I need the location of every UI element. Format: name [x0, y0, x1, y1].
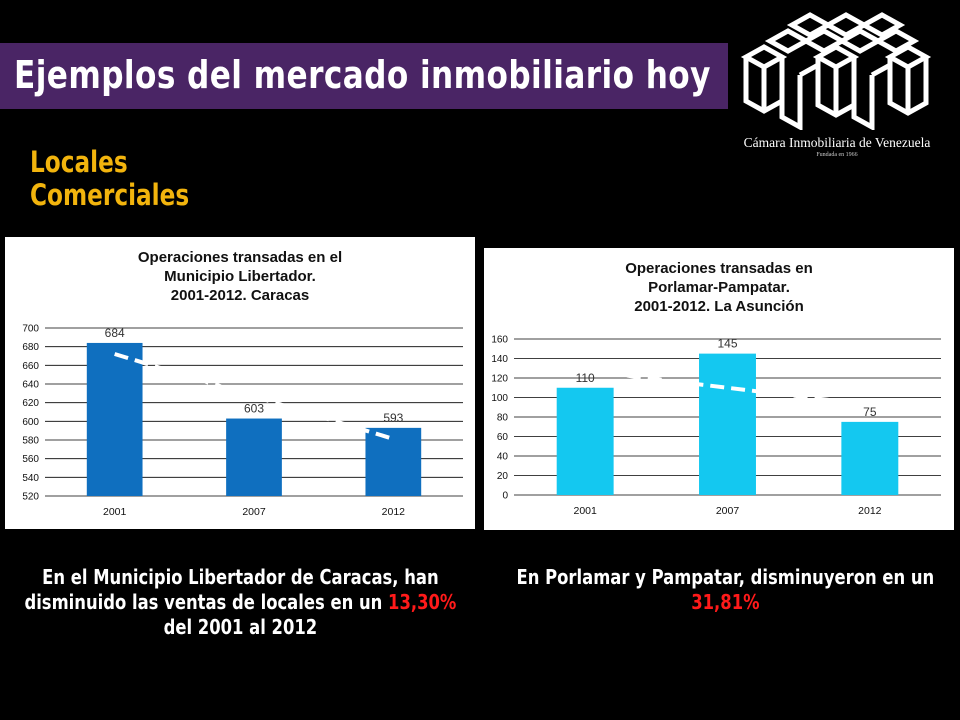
- data-label: 593: [383, 411, 403, 425]
- data-label: 75: [863, 405, 877, 419]
- y-tick-label: 0: [502, 491, 508, 502]
- x-tick-label: 2007: [242, 506, 266, 518]
- y-tick-label: 640: [22, 380, 39, 391]
- chart-title-line: Operaciones transadas en el: [137, 249, 343, 266]
- data-label: 145: [717, 337, 737, 351]
- bar: [226, 418, 282, 496]
- caption-highlight: 31,81%: [690, 590, 760, 614]
- bar: [841, 421, 899, 495]
- x-tick-label: 2012: [858, 505, 882, 517]
- chart-title-line: Porlamar-Pampatar.: [648, 279, 790, 296]
- y-tick-label: 140: [491, 354, 508, 365]
- logo-founded: Fundada en 1966: [816, 152, 858, 158]
- data-label: 684: [105, 326, 125, 340]
- y-tick-label: 80: [497, 413, 509, 424]
- x-tick-label: 2001: [573, 505, 597, 517]
- page-title: Ejemplos del mercado inmobiliario hoy: [14, 53, 711, 97]
- caption-caracas: En el Municipio Libertador de Caracas, h…: [20, 565, 460, 640]
- y-tick-label: 600: [22, 417, 39, 428]
- chart-title-line: 2001-2012. La Asunción: [634, 298, 804, 315]
- y-tick-label: 560: [22, 454, 39, 465]
- chart-title-porlamar: Operaciones transadas en Porlamar-Pampat…: [484, 259, 954, 316]
- bar: [365, 427, 422, 496]
- y-tick-label: 680: [22, 342, 39, 353]
- chart-caracas: 520 540 560 580 600 620 640 660 680 700 684 2001 603…: [22, 324, 463, 518]
- caption-highlight: 13,30%: [387, 590, 456, 614]
- subtitle-line-1: Locales: [30, 145, 128, 179]
- caption-porlamar: En Porlamar y Pampatar, disminuyeron en …: [505, 565, 945, 615]
- chart-title-line: 2001-2012. Caracas: [170, 287, 310, 304]
- trendline: [584, 368, 871, 407]
- y-tick-label: 580: [22, 436, 39, 447]
- bar: [86, 342, 143, 496]
- y-tick-label: 540: [22, 473, 39, 484]
- bar: [556, 387, 614, 495]
- x-tick-label: 2001: [103, 506, 127, 518]
- data-label: 110: [576, 371, 595, 385]
- y-tick-label: 700: [22, 324, 39, 335]
- chart-porlamar: 0 20 40 60 80 100 120 140 160 110 2001 145 2007 75 201…: [491, 335, 941, 517]
- y-tick-label: 520: [22, 492, 39, 503]
- y-tick-label: 660: [22, 361, 39, 372]
- cubes-logo-icon: [740, 12, 932, 132]
- caption-text: del 2001 al 2012: [163, 615, 317, 639]
- y-tick-label: 60: [497, 432, 509, 443]
- title-bar: Ejemplos del mercado inmobiliario hoy: [0, 43, 728, 109]
- subtitle-line-2: Comerciales: [30, 178, 190, 212]
- logo: Cámara Inmobiliaria de Venezuela Fundada…: [732, 5, 954, 167]
- chart-title-caracas: Operaciones transadas en el Municipio Li…: [5, 248, 475, 305]
- x-tick-label: 2007: [716, 505, 740, 517]
- chart-title-line: Operaciones transadas en: [625, 260, 813, 277]
- chart-title-line: Municipio Libertador.: [164, 268, 316, 285]
- data-label: 603: [244, 402, 264, 416]
- y-tick-label: 100: [491, 393, 508, 404]
- y-tick-label: 160: [491, 335, 508, 346]
- y-tick-label: 40: [497, 452, 509, 463]
- trendline: [114, 352, 394, 441]
- logo-name: Cámara Inmobiliaria de Venezuela: [743, 135, 931, 150]
- x-tick-label: 2012: [382, 506, 406, 518]
- y-tick-label: 120: [491, 374, 508, 385]
- caption-text: En Porlamar y Pampatar, disminuyeron en …: [516, 565, 934, 589]
- caption-text: En el Municipio Libertador de Caracas, h…: [24, 565, 439, 614]
- section-subtitle: Locales Comerciales: [30, 146, 189, 212]
- bar: [699, 353, 756, 495]
- y-tick-label: 20: [497, 471, 509, 482]
- y-tick-label: 620: [22, 398, 39, 409]
